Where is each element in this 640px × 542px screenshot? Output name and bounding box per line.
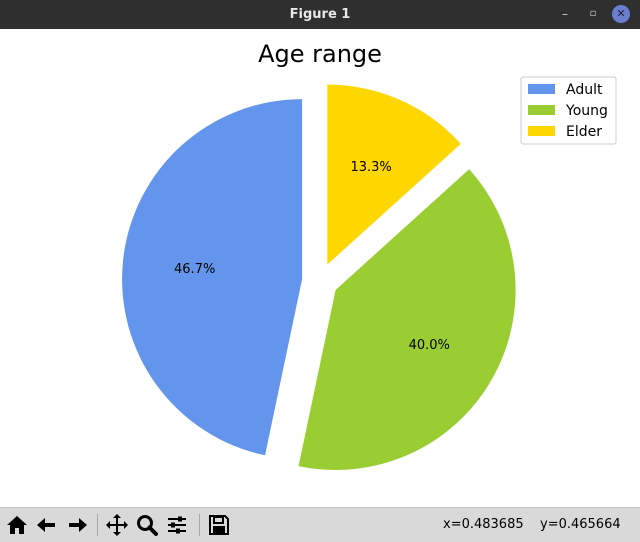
zoom-button[interactable] [134, 512, 160, 538]
legend-swatch-young [528, 105, 555, 115]
home-button[interactable] [4, 512, 30, 538]
legend-label-young: Young [565, 103, 608, 119]
legend: Adult Young Elder [520, 76, 617, 145]
pan-button[interactable] [104, 512, 130, 538]
back-arrow-icon [37, 518, 55, 532]
chart-title: Age range [258, 40, 382, 68]
toolbar-separator [97, 514, 98, 536]
cursor-x-readout: x=0.483685 [443, 517, 524, 532]
window-titlebar: Figure 1 – ▫ ✕ [0, 0, 640, 29]
pie-slice-adult [122, 99, 303, 456]
cursor-y-readout: y=0.465664 [540, 517, 621, 532]
toolbar-separator [199, 514, 200, 536]
legend-swatch-elder [528, 126, 555, 136]
pie-slice-label-adult: 46.7% [174, 262, 215, 277]
pie-chart: Age range 46.7% 40.0% 13.3% Adult Young El… [122, 40, 617, 470]
configure-subplots-button[interactable] [164, 512, 190, 538]
pie-slices [122, 84, 516, 470]
pie-slice-label-elder: 13.3% [350, 160, 391, 175]
pie-slice-label-young: 40.0% [409, 338, 450, 353]
close-button[interactable]: ✕ [612, 5, 630, 23]
back-button[interactable] [34, 512, 60, 538]
save-icon [209, 515, 229, 535]
navigation-toolbar: x=0.483685 y=0.465664 [0, 507, 640, 542]
home-icon [7, 516, 27, 534]
figure-canvas[interactable]: Age range 46.7% 40.0% 13.3% Adult Young El… [0, 29, 640, 507]
pan-icon [106, 514, 128, 536]
pie-slice-elder [327, 84, 461, 265]
legend-swatch-adult [528, 84, 555, 94]
forward-arrow-icon [69, 518, 87, 532]
forward-button[interactable] [64, 512, 90, 538]
maximize-button[interactable]: ▫ [589, 8, 597, 19]
save-button[interactable] [206, 512, 232, 538]
pie-slice-young [298, 169, 516, 470]
legend-label-adult: Adult [566, 82, 603, 98]
zoom-icon [137, 515, 158, 536]
pie-slice-labels: 46.7% 40.0% 13.3% [174, 160, 450, 353]
configure-subplots-icon [168, 516, 186, 534]
minimize-button[interactable]: – [562, 7, 568, 21]
legend-label-elder: Elder [566, 124, 602, 140]
window-title: Figure 1 [289, 7, 351, 22]
